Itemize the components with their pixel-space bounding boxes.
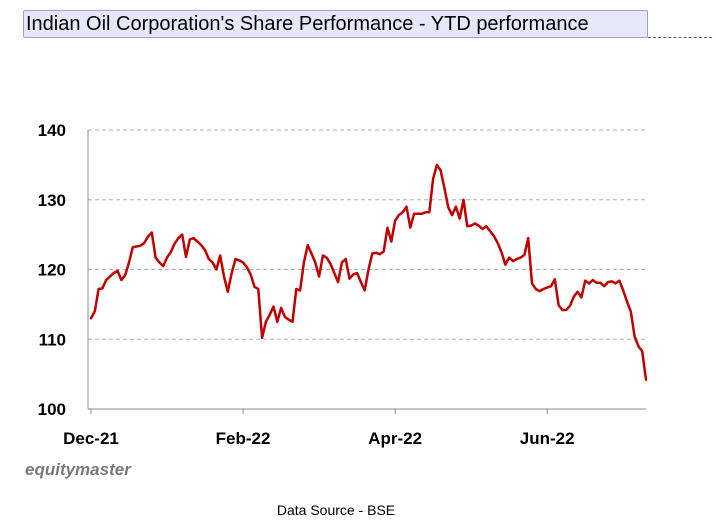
chart-title: Indian Oil Corporation's Share Performan…: [23, 10, 648, 38]
x-tick-label-Apr-22: Apr-22: [368, 429, 422, 448]
x-tick-label-Feb-22: Feb-22: [216, 429, 271, 448]
axis-layer: [87, 130, 646, 414]
title-underline: [648, 37, 712, 38]
x-tick-label-Jun-22: Jun-22: [520, 429, 575, 448]
y-tick-label-120: 120: [38, 261, 66, 280]
y-tick-label-140: 140: [38, 121, 66, 140]
x-tick-labels: Dec-21 Feb-22 Apr-22 Jun-22: [63, 429, 574, 448]
series-layer: [89, 163, 648, 381]
data-source-note: Data Source - BSE: [276, 502, 396, 518]
y-tick-labels: 100 110 120 130 140: [38, 121, 66, 419]
y-tick-label-110: 110: [39, 330, 66, 349]
grid-layer: [88, 129, 646, 340]
series-line: [89, 163, 648, 381]
y-tick-label-130: 130: [38, 191, 66, 210]
brand-watermark: equitymaster: [25, 460, 131, 479]
x-tick-label-Dec-21: Dec-21: [63, 429, 119, 448]
y-tick-label-100: 100: [38, 400, 66, 419]
